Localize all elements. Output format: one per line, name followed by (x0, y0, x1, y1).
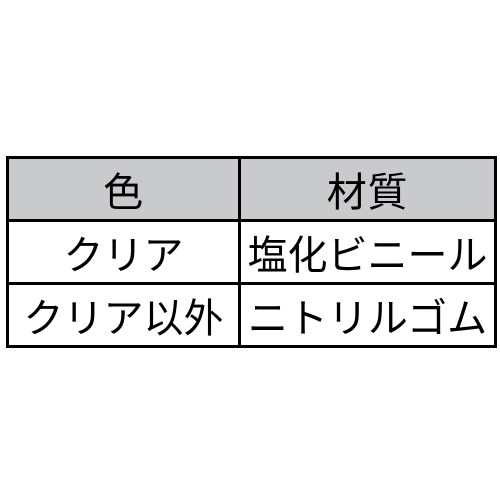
table-header-row: 色 材質 (8, 158, 496, 221)
cell-material: 塩化ビニール (240, 221, 496, 284)
header-color: 色 (8, 158, 240, 221)
cell-color: クリア以外 (8, 284, 240, 347)
table-row: クリア 塩化ビニール (8, 221, 496, 284)
material-spec-table: 色 材質 クリア 塩化ビニール クリア以外 ニトリルゴム (6, 156, 497, 348)
cell-material: ニトリルゴム (240, 284, 496, 347)
table-row: クリア以外 ニトリルゴム (8, 284, 496, 347)
cell-color: クリア (8, 221, 240, 284)
header-material: 材質 (240, 158, 496, 221)
